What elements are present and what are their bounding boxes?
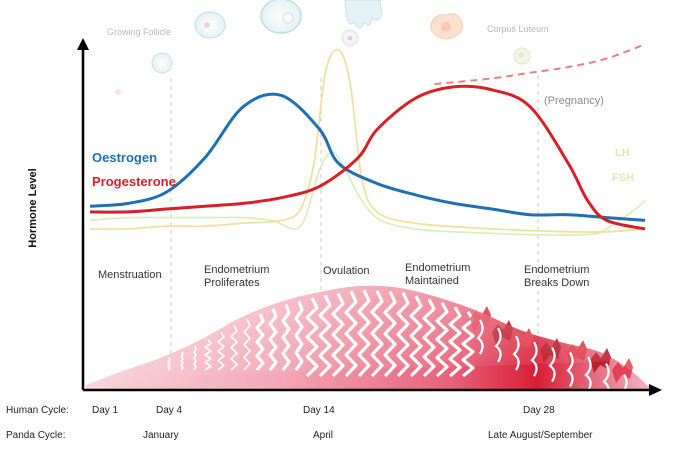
phase-menstruation: Menstruation [98,269,162,281]
small-follicle-icon [151,52,173,74]
oestrogen-label: Oestrogen [92,150,158,165]
phase-ovulation: Ovulation [323,265,370,277]
phase-proliferates: Endometrium Proliferates [204,264,269,290]
tick-late-august: Late August/September [488,430,593,441]
ruptured-follicle-icon [344,0,383,29]
mature-follicle-icon [260,0,302,34]
panda-cycle-label: Panda Cycle: [6,430,66,441]
y-axis-arrow-icon [77,38,89,50]
corpus-luteum-label: Corpus Luteum [487,24,549,34]
tick-day-28: Day 28 [523,405,555,416]
fsh-curve [89,151,646,236]
phase-breaks-line1: Endometrium [524,264,590,276]
fsh-label: FSH [612,172,634,184]
endometrium-highlight [86,285,650,388]
phase-maintained-line1: Endometrium [405,262,471,274]
tick-day-1: Day 1 [92,405,119,416]
follicle-dot-icon [115,89,121,95]
tick-january: January [143,430,179,441]
growing-follicle-label: Growing Follicle [107,27,172,37]
follicle-illustrations [115,0,531,95]
phase-proliferates-line1: Endometrium [204,264,270,276]
human-cycle-label: Human Cycle: [6,405,69,416]
tick-april: April [313,430,334,441]
endometrium-gland [584,356,592,392]
axes [77,38,662,396]
oestrogen-curve [89,92,646,222]
progesterone-label: Progesterone [92,174,176,189]
phase-breaks-down: Endometrium Breaks Down [524,264,589,290]
phase-maintained: Endometrium Maintained [405,262,470,288]
endometrium-illustration [86,285,650,409]
pregnancy-curve [434,43,646,86]
phase-proliferates-line2: Proliferates [204,277,260,289]
endometrium-gland [620,373,628,409]
endometrium-gland [602,363,610,399]
lh-label: LH [615,147,630,159]
progesterone-curve [89,84,646,231]
tick-day-14: Day 14 [303,405,335,416]
pregnancy-label: (Pregnancy) [544,95,604,107]
y-axis-label: Hormone Level [27,168,39,248]
hormone-curves [89,43,646,236]
tick-day-4: Day 4 [156,405,183,416]
phase-breaks-line2: Breaks Down [524,277,590,289]
phase-maintained-line2: Maintained [405,275,459,287]
lh-curve [89,48,646,233]
x-axis-arrow-icon [649,384,662,396]
